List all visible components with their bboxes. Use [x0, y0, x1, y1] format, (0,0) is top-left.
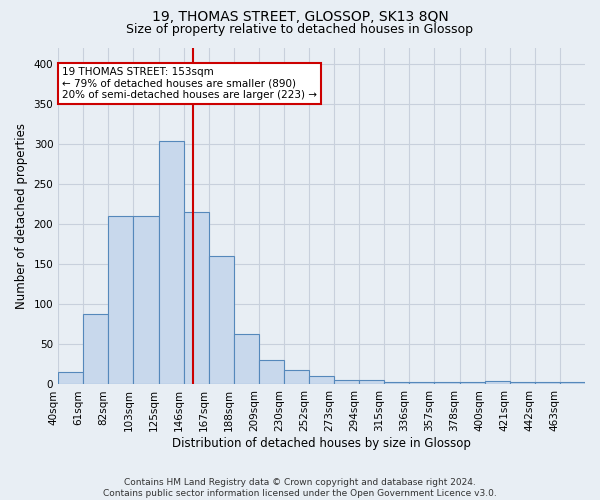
Text: 19, THOMAS STREET, GLOSSOP, SK13 8QN: 19, THOMAS STREET, GLOSSOP, SK13 8QN	[152, 10, 448, 24]
Bar	[385, 382, 409, 384]
Bar	[83, 314, 109, 384]
X-axis label: Distribution of detached houses by size in Glossop: Distribution of detached houses by size …	[172, 437, 471, 450]
Bar	[359, 380, 385, 384]
Bar	[560, 382, 585, 384]
Bar	[109, 216, 133, 384]
Bar	[485, 381, 510, 384]
Bar	[234, 334, 259, 384]
Bar	[259, 360, 284, 384]
Text: Size of property relative to detached houses in Glossop: Size of property relative to detached ho…	[127, 22, 473, 36]
Bar	[409, 382, 434, 384]
Bar	[460, 382, 485, 384]
Bar	[209, 256, 234, 384]
Text: 19 THOMAS STREET: 153sqm
← 79% of detached houses are smaller (890)
20% of semi-: 19 THOMAS STREET: 153sqm ← 79% of detach…	[62, 67, 317, 100]
Bar	[284, 370, 309, 384]
Bar	[158, 142, 184, 384]
Text: Contains HM Land Registry data © Crown copyright and database right 2024.
Contai: Contains HM Land Registry data © Crown c…	[103, 478, 497, 498]
Y-axis label: Number of detached properties: Number of detached properties	[15, 123, 28, 309]
Bar	[309, 376, 334, 384]
Bar	[58, 372, 83, 384]
Bar	[133, 216, 158, 384]
Bar	[184, 212, 209, 384]
Bar	[510, 382, 535, 384]
Bar	[434, 382, 460, 384]
Bar	[535, 382, 560, 384]
Bar	[334, 380, 359, 384]
